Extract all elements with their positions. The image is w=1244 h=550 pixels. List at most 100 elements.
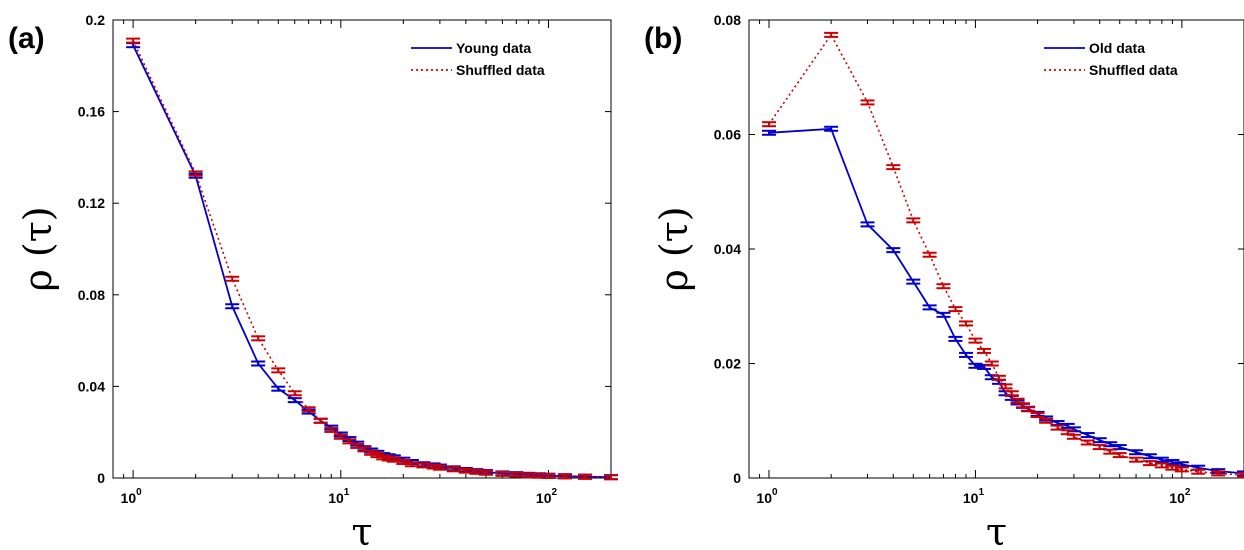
data-point-errorbar: [762, 129, 777, 136]
legend-label: Young data: [456, 40, 531, 56]
data-point-errorbar: [906, 217, 921, 224]
data-point-errorbar: [936, 311, 951, 318]
x-tick-label: 101: [328, 487, 350, 506]
data-point-errorbar: [906, 278, 921, 285]
data-point-errorbar: [1142, 453, 1157, 460]
data-point-errorbar: [948, 335, 963, 342]
data-point-errorbar: [968, 362, 983, 369]
y-axis-label: ρ (τ): [16, 206, 60, 291]
data-point-errorbar: [271, 385, 286, 392]
data-point-errorbar: [432, 464, 447, 471]
data-point-errorbar: [126, 37, 141, 44]
data-point-errorbar: [860, 221, 875, 228]
series-line-primary: [768, 127, 1244, 475]
data-point-errorbar: [886, 247, 901, 254]
data-point-errorbar: [922, 251, 937, 258]
chart-panel-b: 0 0.02 0.04 0.06 0.08 100 101 102 Old data Shuffl…: [644, 12, 1244, 550]
panel-label: (a): [8, 22, 45, 55]
y-axis-label: ρ (τ): [652, 206, 696, 291]
y-tick-label: 0: [97, 470, 105, 486]
data-point-errorbar: [225, 275, 240, 282]
x-tick-label: 102: [1169, 487, 1191, 506]
panel-label: (b): [644, 22, 682, 55]
data-point-errorbar: [1004, 390, 1019, 397]
plot-area-frame: [112, 19, 612, 479]
data-point-errorbar: [1129, 456, 1144, 463]
data-point-errorbar: [478, 469, 493, 476]
data-point-errorbar: [824, 125, 839, 132]
series-line-shuffled: [768, 33, 1244, 476]
data-point-errorbar: [313, 417, 328, 424]
data-point-errorbar: [998, 383, 1013, 390]
data-point-errorbar: [458, 467, 473, 474]
data-point-errorbar: [287, 390, 302, 397]
data-point-errorbar: [762, 121, 777, 128]
y-tick-label: 0.06: [714, 127, 741, 143]
data-point-errorbar: [495, 470, 510, 477]
y-tick-label: 0: [733, 470, 741, 486]
data-point-errorbar: [578, 473, 593, 480]
x-axis-label: τ: [351, 510, 372, 550]
plot-area-frame: [748, 19, 1244, 479]
series-line-primary: [132, 44, 612, 478]
data-point-errorbar: [984, 360, 999, 367]
data-point-errorbar: [958, 320, 973, 327]
data-point-errorbar: [1154, 456, 1169, 463]
data-point-errorbar: [251, 335, 266, 342]
data-point-errorbar: [1066, 433, 1081, 440]
x-tick-label: 101: [963, 487, 985, 506]
data-point-errorbar: [1112, 452, 1127, 459]
legend-label: Shuffled data: [1089, 62, 1178, 78]
y-tick-label: 0.08: [714, 12, 741, 28]
data-point-errorbar: [824, 31, 839, 38]
data-point-errorbar: [1021, 406, 1036, 413]
data-point-errorbar: [416, 462, 431, 469]
x-tick-label: 100: [121, 487, 143, 506]
data-point-errorbar: [251, 360, 266, 367]
data-point-errorbar: [1080, 432, 1095, 439]
x-axis-label: τ: [986, 510, 1007, 550]
series-line-shuffled: [132, 40, 612, 479]
data-point-errorbar: [604, 474, 618, 481]
y-tick-label: 0.04: [78, 378, 105, 394]
data-point-errorbar: [126, 42, 141, 49]
y-tick-label: 0.2: [86, 12, 106, 28]
data-point-errorbar: [1237, 470, 1244, 477]
data-point-errorbar: [301, 406, 316, 413]
data-point-errorbar: [886, 164, 901, 171]
data-point-errorbar: [958, 351, 973, 358]
data-point-errorbar: [968, 337, 983, 344]
legend-label: Old data: [1089, 40, 1145, 56]
data-point-errorbar: [386, 456, 401, 463]
data-point-errorbar: [1129, 449, 1144, 456]
legend-label: Shuffled data: [456, 62, 545, 78]
data-point-errorbar: [1154, 462, 1169, 469]
data-point-errorbar: [1080, 439, 1095, 446]
y-tick-label: 0.04: [714, 241, 741, 257]
data-point-errorbar: [976, 347, 991, 354]
data-point-errorbar: [1211, 470, 1226, 477]
chart-panel-a: 0 0.04 0.08 0.12 0.16 0.2 100 101 102 Young data S…: [8, 12, 618, 550]
y-tick-label: 0.08: [78, 287, 105, 303]
x-tick-label: 100: [756, 487, 778, 506]
data-point-errorbar: [936, 283, 951, 290]
data-point-errorbar: [922, 304, 937, 311]
data-point-errorbar: [860, 99, 875, 106]
data-point-errorbar: [948, 306, 963, 313]
data-point-errorbar: [396, 458, 411, 465]
data-point-errorbar: [557, 473, 572, 480]
data-point-errorbar: [1174, 466, 1189, 473]
data-point-errorbar: [1103, 441, 1118, 448]
y-tick-label: 0.02: [714, 356, 741, 372]
data-point-errorbar: [509, 471, 524, 478]
data-point-errorbar: [324, 426, 339, 433]
data-point-errorbar: [225, 303, 240, 310]
data-point-errorbar: [1142, 460, 1157, 467]
data-point-errorbar: [1039, 417, 1054, 424]
data-point-errorbar: [1030, 412, 1045, 419]
data-point-errorbar: [1237, 472, 1244, 479]
y-tick-label: 0.16: [78, 104, 105, 120]
x-tick-label: 102: [536, 487, 558, 506]
data-point-errorbar: [404, 461, 419, 468]
